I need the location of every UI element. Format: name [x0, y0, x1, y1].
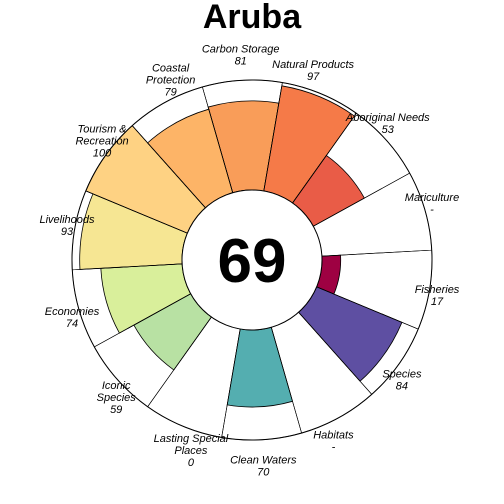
- label-economies: Economies 74: [45, 306, 100, 330]
- petals-group: [79, 85, 403, 408]
- label-tourism-recreation: Tourism & Recreation 100: [75, 124, 128, 160]
- label-clean-waters: Clean Waters 70: [230, 455, 297, 479]
- center-score: 69: [218, 227, 287, 296]
- label-livelihoods: Livelihoods 93: [39, 214, 95, 238]
- label-mariculture: Mariculture -: [405, 192, 459, 216]
- label-habitats: Habitats -: [313, 429, 354, 453]
- label-coastal-protection: Coastal Protection 79: [146, 63, 196, 99]
- label-fisheries: Fisheries 17: [415, 284, 460, 308]
- chart-title: Aruba: [203, 0, 302, 36]
- label-iconic-species: Iconic Species 59: [97, 380, 137, 416]
- label-natural-products: Natural Products 97: [272, 59, 354, 83]
- labels-group: Carbon Storage 81 Natural Products 97 Aborig…: [39, 43, 459, 478]
- label-lasting-special-places: Lasting Special Places 0: [154, 433, 229, 469]
- label-carbon-storage: Carbon Storage 81: [202, 43, 280, 67]
- label-aboriginal-needs: Aboriginal Needs 53: [345, 112, 430, 136]
- label-species: Species 84: [382, 368, 422, 392]
- center-circle: [181, 189, 323, 331]
